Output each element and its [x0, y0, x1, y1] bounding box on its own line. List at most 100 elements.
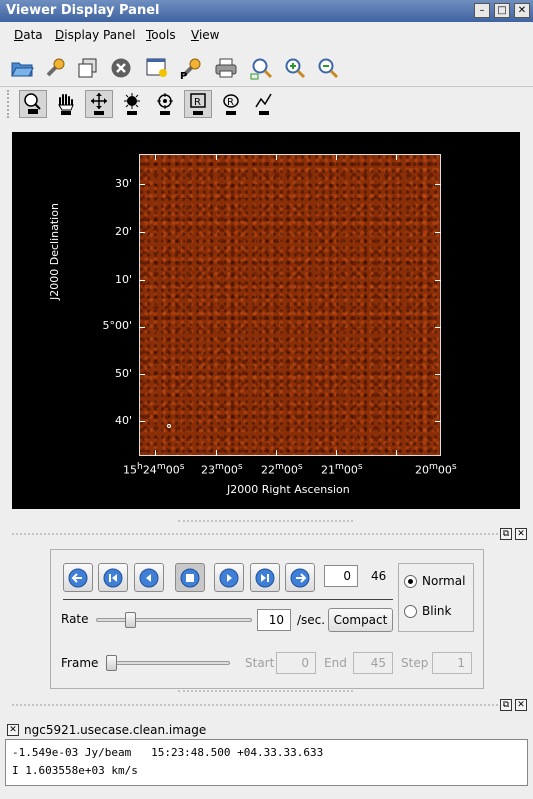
to-start-button[interactable] [98, 563, 128, 592]
zoom-tool-icon[interactable] [19, 90, 47, 118]
blink-label[interactable]: Blink [422, 604, 452, 618]
dock-handle[interactable] [12, 533, 498, 535]
y-tick-mark [435, 374, 441, 375]
colormap-contrast-icon[interactable] [118, 90, 146, 118]
start-label: Start [245, 656, 275, 670]
x-tick-mark [155, 154, 156, 160]
frame-slider-thumb[interactable] [106, 655, 117, 671]
frame-slider[interactable] [106, 661, 230, 665]
maximize-button[interactable]: □ [494, 3, 510, 18]
ellipse-region-icon[interactable]: R [217, 90, 245, 118]
close-dock-button[interactable]: ✕ [515, 528, 527, 540]
rate-field[interactable]: 10 [257, 609, 291, 631]
y-tick-mark [139, 327, 145, 328]
stop-button[interactable] [175, 563, 205, 592]
end-label: End [324, 656, 347, 670]
rectangle-region-icon[interactable]: R [184, 90, 212, 118]
rate-slider-thumb[interactable] [125, 612, 136, 628]
svg-text:P: P [180, 71, 187, 80]
y-tick-label: 30' [114, 177, 132, 190]
y-tick-label: 40' [114, 414, 132, 427]
window-title: Viewer Display Panel [6, 3, 160, 18]
rate-unit-label: /sec. [297, 613, 326, 627]
display-canvas[interactable]: 30' 20' 10' 5°00' 50' 40' 15h24m00s 23m0… [12, 132, 520, 509]
rewind-button[interactable] [63, 563, 93, 592]
zoom-fit-icon[interactable] [248, 54, 276, 82]
step-field[interactable]: 1 [432, 652, 472, 674]
float-dock-button[interactable]: ⧉ [500, 528, 512, 540]
y-tick-mark [139, 232, 145, 233]
menu-data[interactable]: Data [14, 28, 43, 42]
to-end-button[interactable] [250, 563, 280, 592]
frame-number-field[interactable]: 0 [324, 565, 358, 587]
step-forward-button[interactable] [214, 563, 244, 592]
print-setup-icon[interactable]: P [176, 54, 204, 82]
tracking-value-line: -1.549e-03 Jy/beam 15:23:48.500 +04.33.3… [12, 746, 324, 759]
play-forward-button[interactable] [285, 563, 315, 592]
y-tick-label: 10' [114, 273, 132, 286]
menu-tools[interactable]: Tools [146, 28, 176, 42]
open-folder-icon[interactable] [8, 54, 36, 82]
print-icon[interactable] [212, 54, 240, 82]
y-tick-label: 50' [114, 367, 132, 380]
polyline-tool-icon[interactable] [250, 90, 278, 118]
tracking-spectral-line: I 1.603558e+03 km/s [12, 764, 138, 777]
y-tick-mark [435, 280, 441, 281]
adjust-wrench-icon[interactable] [41, 54, 69, 82]
y-tick-mark [435, 184, 441, 185]
image-raster[interactable] [139, 154, 441, 456]
frame-total-label: 46 [371, 569, 387, 583]
close-button[interactable]: ✕ [514, 3, 530, 18]
compact-button[interactable]: Compact [328, 608, 393, 632]
end-field[interactable]: 45 [353, 652, 393, 674]
x-tick-label: 20m00s [415, 461, 457, 477]
animation-mode-group: Normal Blink [398, 563, 474, 632]
crosshair-tool-icon[interactable] [151, 90, 179, 118]
y-tick-mark [139, 184, 145, 185]
dock-splitter[interactable] [178, 690, 353, 692]
float-dock-button[interactable]: ⧉ [500, 699, 512, 711]
x-tick-mark [276, 154, 277, 160]
move-arrows-icon[interactable] [85, 90, 113, 118]
svg-text:R: R [227, 97, 234, 108]
toolbar-grip[interactable] [7, 90, 11, 118]
x-tick-mark [336, 154, 337, 160]
blink-radio[interactable] [404, 605, 417, 618]
close-dock-button[interactable]: ✕ [515, 699, 527, 711]
mouse-tools-toolbar: R R [0, 87, 533, 123]
x-tick-mark [336, 450, 337, 456]
y-axis-label: J2000 Declination [48, 203, 61, 300]
close-panel-icon[interactable] [107, 54, 135, 82]
panel-divider [63, 599, 393, 600]
panel-options-icon[interactable] [143, 54, 171, 82]
dock-splitter[interactable] [178, 520, 353, 522]
normal-label[interactable]: Normal [422, 574, 466, 588]
start-field[interactable]: 0 [276, 652, 316, 674]
zoom-out-icon[interactable] [314, 54, 342, 82]
zoom-in-icon[interactable] [281, 54, 309, 82]
x-tick-label: 23m00s [201, 461, 243, 477]
svg-text:R: R [194, 97, 201, 108]
rate-slider[interactable] [96, 618, 252, 622]
close-tracking-button[interactable]: ✕ [7, 724, 19, 736]
title-bar: Viewer Display Panel – □ ✕ [0, 0, 533, 22]
x-tick-mark [276, 450, 277, 456]
y-tick-mark [139, 374, 145, 375]
x-tick-mark [216, 450, 217, 456]
pan-hand-icon[interactable] [52, 90, 80, 118]
menu-display-panel[interactable]: Display Panel [55, 28, 136, 42]
x-tick-mark [396, 154, 397, 160]
menu-view[interactable]: View [191, 28, 220, 42]
minimize-button[interactable]: – [474, 3, 490, 18]
y-tick-mark [139, 280, 145, 281]
y-tick-mark [435, 421, 441, 422]
rate-label: Rate [61, 612, 89, 626]
tracking-image-name: ngc5921.usecase.clean.image [24, 723, 207, 737]
new-panel-icon[interactable] [74, 54, 102, 82]
dock-handle[interactable] [12, 704, 498, 706]
step-back-button[interactable] [134, 563, 164, 592]
frame-label: Frame [61, 656, 99, 670]
y-tick-mark [435, 232, 441, 233]
normal-radio[interactable] [404, 575, 417, 588]
position-tracking-box: -1.549e-03 Jy/beam 15:23:48.500 +04.33.3… [5, 739, 528, 786]
